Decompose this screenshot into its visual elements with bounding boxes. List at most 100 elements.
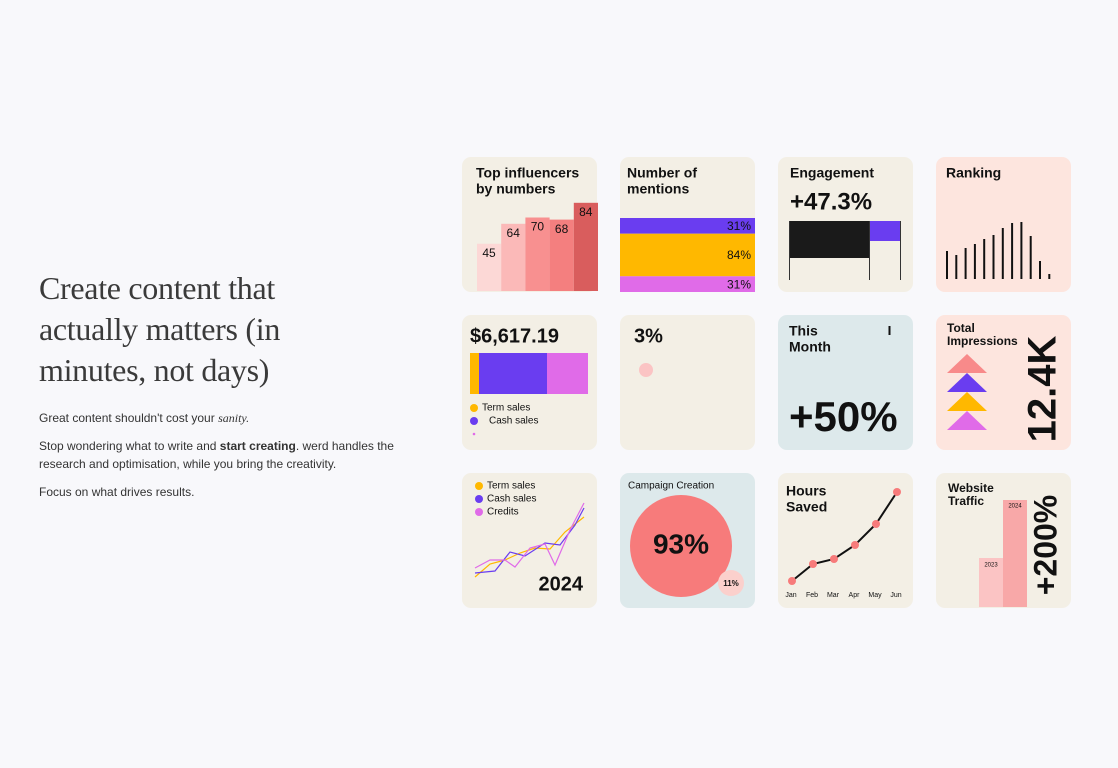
circle-shape: [630, 495, 732, 597]
card-secondary: 11%: [723, 579, 739, 588]
tagline: Great content shouldn't cost your sanity…: [39, 409, 399, 427]
line-shape: [791, 491, 898, 582]
month-label: Mar: [827, 592, 840, 599]
card: [778, 315, 913, 450]
legend-label: Credits: [487, 507, 519, 518]
bar-shape: [979, 558, 1003, 607]
card: [620, 315, 755, 450]
point: [872, 520, 880, 528]
point: [809, 560, 817, 568]
point: [851, 541, 859, 549]
card-value: $6,617.19: [470, 325, 559, 347]
card-value: 3%: [634, 325, 663, 347]
month-label: Apr: [849, 592, 861, 599]
card-title: Total: [947, 321, 975, 335]
card-title: Saved: [786, 499, 827, 515]
card-title: Top influencers: [476, 165, 579, 181]
legend-dot: [470, 417, 478, 425]
legend-dot: [475, 482, 483, 490]
month-label: Jun: [890, 592, 901, 599]
card-title: Hours: [786, 483, 827, 499]
tagline-emphasis: sanity.: [218, 411, 250, 425]
band: [620, 218, 755, 234]
body-text: . werd handles the research and optimisa…: [39, 439, 394, 471]
triangle: [947, 354, 987, 373]
card-title: Impressions: [947, 334, 1018, 348]
band: [620, 276, 755, 292]
card-title: by numbers: [476, 181, 556, 197]
card-title: Number of: [627, 165, 697, 181]
month-label: May: [868, 592, 882, 599]
triangle: [947, 411, 987, 430]
card-value: +47.3%: [790, 188, 872, 215]
bar-shape: [547, 353, 588, 394]
hero-title: Create content that actually matters (in…: [39, 270, 281, 388]
bar-label: 2024: [1008, 504, 1022, 510]
card-value: 12.4K: [1021, 336, 1065, 443]
bar-label: 64: [507, 226, 521, 240]
bar: [573, 202, 598, 291]
body: Stop wondering what to write and start c…: [39, 437, 399, 473]
triangle: [947, 373, 987, 392]
point: [788, 577, 796, 585]
bar: [501, 223, 526, 291]
legend-dot: [475, 495, 483, 503]
bar-shape: [470, 353, 479, 394]
bar-shape: [479, 353, 547, 394]
month-label: Jan: [785, 592, 796, 599]
closing: Focus on what drives results.: [39, 485, 195, 499]
bar-label: 68: [555, 222, 569, 236]
card-title: Engagement: [790, 165, 874, 181]
card-title: Campaign Creation: [628, 481, 714, 492]
legend-label: Cash sales: [487, 494, 536, 505]
line-shape: [474, 507, 585, 574]
bar-shape: [1003, 500, 1027, 607]
card-value: +50%: [789, 393, 898, 440]
bar: [525, 217, 550, 291]
bar-shape: [869, 221, 901, 241]
circle-shape: [718, 570, 744, 596]
bar: [477, 243, 502, 291]
card-value: 2024: [539, 573, 584, 595]
bar: [549, 219, 574, 291]
bar-label: 45: [482, 246, 496, 260]
point: [830, 555, 838, 563]
point: [893, 488, 901, 496]
line-shape: [474, 502, 585, 569]
legend-dot: [470, 404, 478, 412]
band-label: 84%: [727, 248, 751, 262]
bar-label: 84: [579, 205, 593, 219]
card-title: Ranking: [946, 165, 1001, 181]
card-value: 93%: [653, 528, 709, 559]
legend-label: Cash sales: [489, 416, 538, 427]
legend-dot: [475, 508, 483, 516]
body-emphasis: start creating: [219, 439, 296, 453]
body-text: Stop wondering what to write and: [39, 439, 217, 453]
card-title: Month: [789, 339, 831, 355]
band-label: 31%: [727, 277, 751, 291]
legend-label: Term sales: [482, 403, 530, 414]
card-title: Website: [948, 481, 994, 495]
dot: [639, 363, 653, 377]
month-label: Feb: [806, 592, 818, 599]
card-title: This: [789, 323, 818, 339]
legend-label: Term sales: [487, 481, 535, 492]
band: [620, 233, 755, 277]
legend-dot: [472, 432, 476, 436]
triangle: [947, 392, 987, 411]
card: [462, 473, 597, 608]
bar-label: 2023: [984, 563, 998, 569]
tagline-text: Great content shouldn't cost your: [39, 411, 215, 425]
band-label: 31%: [727, 219, 751, 233]
bar-label: 70: [531, 220, 545, 234]
bar-shape: [789, 221, 869, 258]
card-title: mentions: [627, 181, 689, 197]
card: [936, 157, 1071, 292]
card: [778, 473, 913, 608]
hero: Create content that actually matters (in…: [39, 268, 399, 511]
card-value: +200%: [1027, 495, 1063, 596]
card-title: Traffic: [948, 494, 984, 508]
